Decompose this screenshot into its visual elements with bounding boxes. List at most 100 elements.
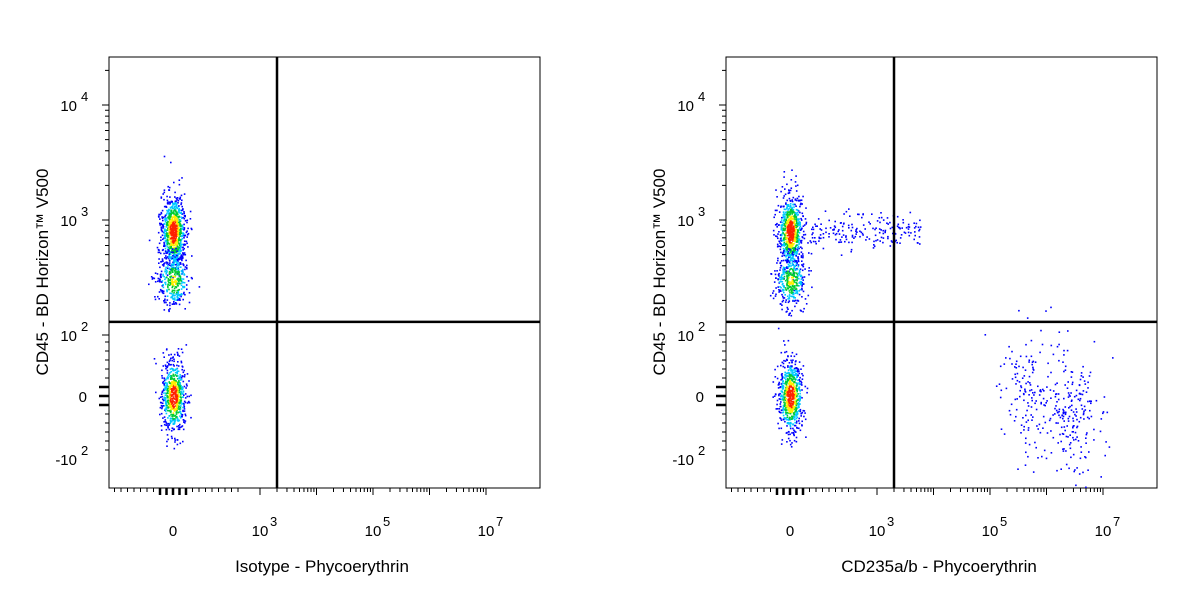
event-dot (781, 234, 783, 237)
event-dot (874, 234, 877, 237)
event-dot (180, 388, 183, 391)
event-dot (1100, 418, 1103, 420)
event-dot (184, 401, 187, 404)
event-dot (169, 378, 172, 380)
event-dot (160, 429, 163, 431)
event-dot (179, 276, 182, 279)
event-dot (175, 210, 177, 213)
event-dot (825, 227, 827, 230)
event-dot (1056, 345, 1059, 348)
event-dot (176, 351, 179, 354)
event-dot (177, 348, 180, 350)
event-dot (175, 219, 177, 221)
event-dot (804, 418, 807, 421)
event-dot (162, 284, 164, 286)
event-dot (178, 278, 181, 281)
event-dot (178, 179, 181, 181)
event-dot (802, 263, 805, 265)
event-dot (165, 269, 168, 271)
event-dot (841, 236, 843, 238)
event-dot (795, 372, 798, 375)
event-dot (802, 230, 805, 233)
event-dot (171, 289, 174, 292)
event-dot (164, 268, 167, 270)
event-dot (174, 439, 176, 441)
event-dot (167, 409, 169, 412)
event-dot (179, 219, 182, 221)
event-dot (780, 264, 782, 267)
event-dot (790, 187, 793, 189)
event-dot (784, 270, 786, 273)
event-dot (802, 234, 805, 236)
event-dot (787, 254, 789, 257)
event-dot (799, 309, 802, 312)
event-dot (161, 395, 164, 398)
event-dot (1048, 419, 1051, 422)
event-dot (177, 283, 180, 285)
event-dot (178, 247, 180, 249)
event-dot (178, 303, 181, 306)
event-dot (180, 348, 183, 350)
event-dot (797, 224, 799, 226)
event-dot (797, 258, 800, 260)
event-dot (795, 413, 797, 416)
event-dot (789, 385, 792, 388)
event-dot (796, 399, 798, 402)
event-dot (173, 258, 175, 261)
event-dot (178, 389, 181, 392)
event-dot (799, 280, 801, 283)
event-dot (848, 241, 850, 244)
quadrant-gate (726, 57, 1157, 488)
event-dot (795, 410, 797, 412)
event-dot (796, 368, 798, 370)
event-dot (173, 269, 176, 272)
event-dot (785, 383, 788, 386)
event-dot (784, 390, 786, 392)
event-dot (170, 245, 172, 248)
event-dot (179, 394, 182, 396)
event-dot (782, 215, 785, 218)
event-dot (165, 261, 168, 263)
event-dot (174, 229, 177, 231)
event-dot (919, 226, 922, 228)
event-dot (170, 231, 173, 233)
event-dot (782, 259, 785, 262)
event-dot (779, 278, 782, 281)
event-dot (171, 359, 173, 362)
event-dot (168, 388, 171, 391)
event-dot (782, 290, 784, 292)
event-dot (171, 303, 174, 305)
event-dot (792, 229, 795, 231)
event-dot (794, 247, 797, 250)
dot-layer (148, 155, 201, 450)
event-dot (791, 227, 793, 230)
event-dot (777, 204, 780, 207)
event-dot (791, 211, 793, 214)
event-dot (787, 412, 789, 414)
event-dot (789, 405, 791, 408)
event-dot (170, 214, 172, 216)
event-dot (176, 203, 178, 206)
event-dot (798, 427, 800, 430)
event-dot (172, 407, 175, 409)
event-dot (840, 241, 843, 243)
event-dot (800, 412, 803, 415)
event-dot (165, 241, 167, 243)
event-dot (782, 399, 785, 401)
event-dot (899, 242, 901, 244)
event-dot (1040, 402, 1042, 405)
event-dot (782, 270, 785, 273)
event-dot (797, 250, 799, 252)
event-dot (1075, 484, 1077, 487)
event-dot (907, 228, 910, 230)
event-dot (878, 217, 881, 219)
event-dot (169, 372, 171, 374)
event-dot (177, 221, 180, 224)
event-dot (784, 399, 786, 402)
event-dot (187, 401, 190, 403)
event-dot (1055, 422, 1057, 424)
event-dot (180, 273, 183, 275)
event-dot (167, 210, 169, 213)
event-dot (166, 400, 169, 403)
event-dot (785, 406, 787, 409)
